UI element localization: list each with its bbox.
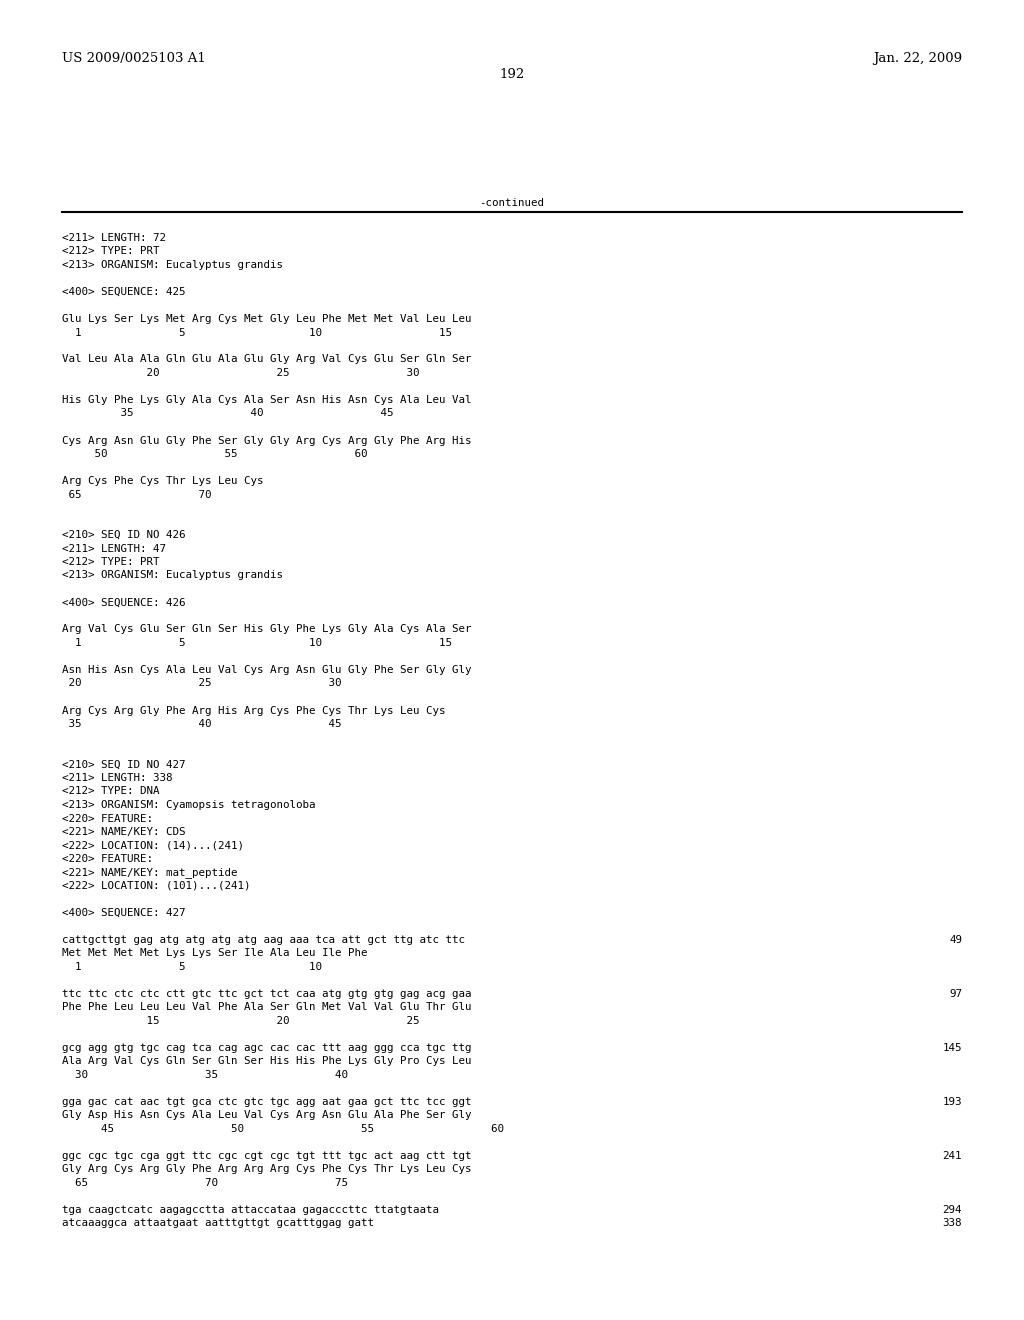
Text: 15                  20                  25: 15 20 25 bbox=[62, 1016, 420, 1026]
Text: <212> TYPE: DNA: <212> TYPE: DNA bbox=[62, 787, 160, 796]
Text: 49: 49 bbox=[949, 935, 962, 945]
Text: -continued: -continued bbox=[479, 198, 545, 209]
Text: 45                  50                  55                  60: 45 50 55 60 bbox=[62, 1125, 504, 1134]
Text: <210> SEQ ID NO 427: <210> SEQ ID NO 427 bbox=[62, 759, 185, 770]
Text: 193: 193 bbox=[942, 1097, 962, 1107]
Text: Gly Arg Cys Arg Gly Phe Arg Arg Arg Cys Phe Cys Thr Lys Leu Cys: Gly Arg Cys Arg Gly Phe Arg Arg Arg Cys … bbox=[62, 1164, 471, 1175]
Text: 1               5                   10                  15: 1 5 10 15 bbox=[62, 327, 452, 338]
Text: Val Leu Ala Ala Gln Glu Ala Glu Gly Arg Val Cys Glu Ser Gln Ser: Val Leu Ala Ala Gln Glu Ala Glu Gly Arg … bbox=[62, 355, 471, 364]
Text: cattgcttgt gag atg atg atg atg aag aaa tca att gct ttg atc ttc: cattgcttgt gag atg atg atg atg aag aaa t… bbox=[62, 935, 465, 945]
Text: 30                  35                  40: 30 35 40 bbox=[62, 1071, 348, 1080]
Text: Asn His Asn Cys Ala Leu Val Cys Arg Asn Glu Gly Phe Ser Gly Gly: Asn His Asn Cys Ala Leu Val Cys Arg Asn … bbox=[62, 665, 471, 675]
Text: <220> FEATURE:: <220> FEATURE: bbox=[62, 854, 153, 865]
Text: ggc cgc tgc cga ggt ttc cgc cgt cgc tgt ttt tgc act aag ctt tgt: ggc cgc tgc cga ggt ttc cgc cgt cgc tgt … bbox=[62, 1151, 471, 1162]
Text: <400> SEQUENCE: 427: <400> SEQUENCE: 427 bbox=[62, 908, 185, 917]
Text: 35                  40                  45: 35 40 45 bbox=[62, 408, 393, 418]
Text: <213> ORGANISM: Eucalyptus grandis: <213> ORGANISM: Eucalyptus grandis bbox=[62, 260, 283, 271]
Text: 50                  55                  60: 50 55 60 bbox=[62, 449, 368, 459]
Text: <400> SEQUENCE: 426: <400> SEQUENCE: 426 bbox=[62, 598, 185, 607]
Text: <221> NAME/KEY: CDS: <221> NAME/KEY: CDS bbox=[62, 828, 185, 837]
Text: gcg agg gtg tgc cag tca cag agc cac cac ttt aag ggg cca tgc ttg: gcg agg gtg tgc cag tca cag agc cac cac … bbox=[62, 1043, 471, 1053]
Text: Gly Asp His Asn Cys Ala Leu Val Cys Arg Asn Glu Ala Phe Ser Gly: Gly Asp His Asn Cys Ala Leu Val Cys Arg … bbox=[62, 1110, 471, 1121]
Text: 294: 294 bbox=[942, 1205, 962, 1214]
Text: ttc ttc ctc ctc ctt gtc ttc gct tct caa atg gtg gtg gag acg gaa: ttc ttc ctc ctc ctt gtc ttc gct tct caa … bbox=[62, 989, 471, 999]
Text: Jan. 22, 2009: Jan. 22, 2009 bbox=[872, 51, 962, 65]
Text: <212> TYPE: PRT: <212> TYPE: PRT bbox=[62, 247, 160, 256]
Text: Glu Lys Ser Lys Met Arg Cys Met Gly Leu Phe Met Met Val Leu Leu: Glu Lys Ser Lys Met Arg Cys Met Gly Leu … bbox=[62, 314, 471, 323]
Text: 145: 145 bbox=[942, 1043, 962, 1053]
Text: Arg Val Cys Glu Ser Gln Ser His Gly Phe Lys Gly Ala Cys Ala Ser: Arg Val Cys Glu Ser Gln Ser His Gly Phe … bbox=[62, 624, 471, 635]
Text: <220> FEATURE:: <220> FEATURE: bbox=[62, 813, 153, 824]
Text: 65                  70                  75: 65 70 75 bbox=[62, 1177, 348, 1188]
Text: 97: 97 bbox=[949, 989, 962, 999]
Text: Cys Arg Asn Glu Gly Phe Ser Gly Gly Arg Cys Arg Gly Phe Arg His: Cys Arg Asn Glu Gly Phe Ser Gly Gly Arg … bbox=[62, 436, 471, 446]
Text: <221> NAME/KEY: mat_peptide: <221> NAME/KEY: mat_peptide bbox=[62, 867, 238, 878]
Text: US 2009/0025103 A1: US 2009/0025103 A1 bbox=[62, 51, 206, 65]
Text: atcaaaggca attaatgaat aatttgttgt gcatttggag gatt: atcaaaggca attaatgaat aatttgttgt gcatttg… bbox=[62, 1218, 374, 1229]
Text: <213> ORGANISM: Eucalyptus grandis: <213> ORGANISM: Eucalyptus grandis bbox=[62, 570, 283, 581]
Text: 241: 241 bbox=[942, 1151, 962, 1162]
Text: 192: 192 bbox=[500, 69, 524, 81]
Text: 1               5                   10: 1 5 10 bbox=[62, 962, 322, 972]
Text: Ala Arg Val Cys Gln Ser Gln Ser His His Phe Lys Gly Pro Cys Leu: Ala Arg Val Cys Gln Ser Gln Ser His His … bbox=[62, 1056, 471, 1067]
Text: Arg Cys Phe Cys Thr Lys Leu Cys: Arg Cys Phe Cys Thr Lys Leu Cys bbox=[62, 477, 263, 486]
Text: Arg Cys Arg Gly Phe Arg His Arg Cys Phe Cys Thr Lys Leu Cys: Arg Cys Arg Gly Phe Arg His Arg Cys Phe … bbox=[62, 705, 445, 715]
Text: 338: 338 bbox=[942, 1218, 962, 1229]
Text: His Gly Phe Lys Gly Ala Cys Ala Ser Asn His Asn Cys Ala Leu Val: His Gly Phe Lys Gly Ala Cys Ala Ser Asn … bbox=[62, 395, 471, 405]
Text: Phe Phe Leu Leu Leu Val Phe Ala Ser Gln Met Val Val Glu Thr Glu: Phe Phe Leu Leu Leu Val Phe Ala Ser Gln … bbox=[62, 1002, 471, 1012]
Text: tga caagctcatc aagagcctta attaccataa gagacccttc ttatgtaata: tga caagctcatc aagagcctta attaccataa gag… bbox=[62, 1205, 439, 1214]
Text: gga gac cat aac tgt gca ctc gtc tgc agg aat gaa gct ttc tcc ggt: gga gac cat aac tgt gca ctc gtc tgc agg … bbox=[62, 1097, 471, 1107]
Text: <400> SEQUENCE: 425: <400> SEQUENCE: 425 bbox=[62, 286, 185, 297]
Text: <211> LENGTH: 72: <211> LENGTH: 72 bbox=[62, 234, 166, 243]
Text: <222> LOCATION: (101)...(241): <222> LOCATION: (101)...(241) bbox=[62, 880, 251, 891]
Text: <213> ORGANISM: Cyamopsis tetragonoloba: <213> ORGANISM: Cyamopsis tetragonoloba bbox=[62, 800, 315, 810]
Text: <222> LOCATION: (14)...(241): <222> LOCATION: (14)...(241) bbox=[62, 841, 244, 850]
Text: 1               5                   10                  15: 1 5 10 15 bbox=[62, 638, 452, 648]
Text: 65                  70: 65 70 bbox=[62, 490, 212, 499]
Text: <211> LENGTH: 338: <211> LENGTH: 338 bbox=[62, 774, 172, 783]
Text: 20                  25                  30: 20 25 30 bbox=[62, 678, 341, 689]
Text: <210> SEQ ID NO 426: <210> SEQ ID NO 426 bbox=[62, 531, 185, 540]
Text: 35                  40                  45: 35 40 45 bbox=[62, 719, 341, 729]
Text: 20                  25                  30: 20 25 30 bbox=[62, 368, 420, 378]
Text: <212> TYPE: PRT: <212> TYPE: PRT bbox=[62, 557, 160, 568]
Text: <211> LENGTH: 47: <211> LENGTH: 47 bbox=[62, 544, 166, 553]
Text: Met Met Met Met Lys Lys Ser Ile Ala Leu Ile Phe: Met Met Met Met Lys Lys Ser Ile Ala Leu … bbox=[62, 949, 368, 958]
